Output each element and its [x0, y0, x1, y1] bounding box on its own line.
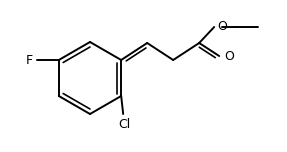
- Text: O: O: [217, 21, 227, 33]
- Text: F: F: [26, 54, 33, 67]
- Text: O: O: [224, 50, 234, 62]
- Text: Cl: Cl: [118, 118, 130, 131]
